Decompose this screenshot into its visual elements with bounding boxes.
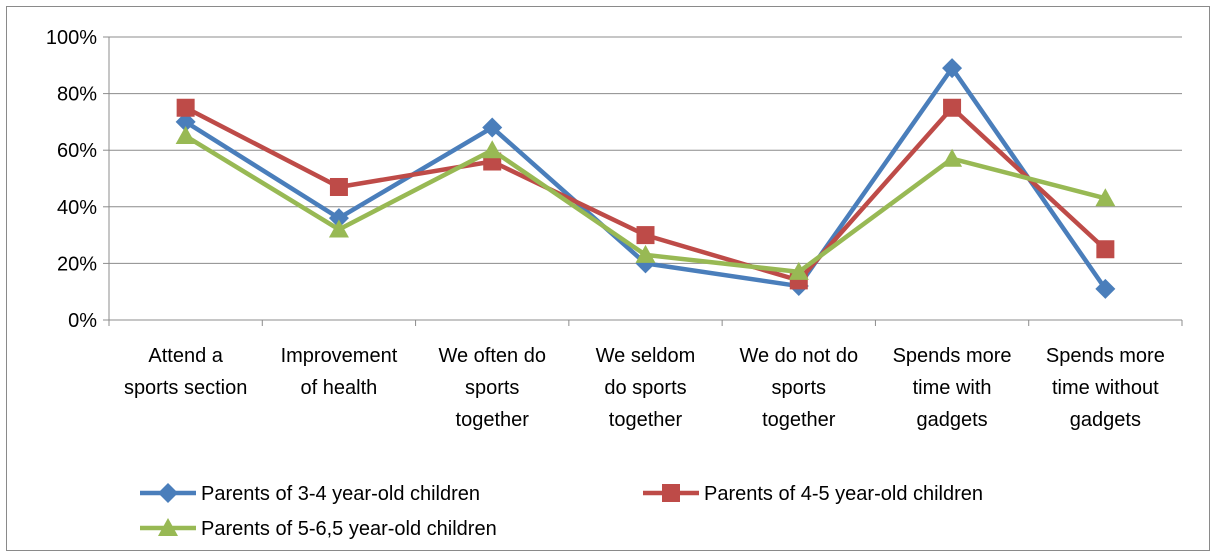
data-point-marker bbox=[175, 126, 196, 145]
data-point-marker bbox=[482, 117, 503, 138]
x-tick-label: Improvement of health bbox=[281, 345, 398, 399]
legend-label: Parents of 5-6,5 year-old children bbox=[201, 518, 497, 540]
data-point-marker bbox=[1096, 240, 1115, 259]
data-point-marker bbox=[176, 98, 195, 117]
data-point-marker bbox=[942, 148, 963, 167]
data-point-marker bbox=[1095, 188, 1116, 207]
chart-frame bbox=[6, 6, 1210, 551]
y-tick-label: 80% bbox=[57, 84, 97, 106]
x-tick-label: Attend a sports section bbox=[124, 345, 247, 399]
data-point-marker bbox=[329, 177, 348, 196]
legend-entry-1: Parents of 3-4 year-old children bbox=[140, 483, 480, 505]
series-2 bbox=[176, 98, 1115, 290]
legend-marker bbox=[662, 484, 680, 502]
legend-label: Parents of 3-4 year-old children bbox=[201, 483, 480, 505]
x-tick-label: We seldom do sports together bbox=[596, 345, 696, 431]
data-point-marker bbox=[1095, 278, 1116, 299]
legend-label: Parents of 4-5 year-old children bbox=[704, 483, 983, 505]
y-tick-label: 60% bbox=[57, 140, 97, 162]
legend-marker bbox=[158, 518, 178, 536]
data-point-marker bbox=[328, 219, 349, 238]
y-tick-label: 20% bbox=[57, 253, 97, 275]
legend-marker bbox=[158, 483, 178, 503]
gridlines bbox=[109, 36, 1182, 264]
legend: Parents of 3-4 year-old children Parents … bbox=[140, 483, 983, 540]
series-lines bbox=[175, 58, 1116, 299]
x-tick-label: Spends more time without gadgets bbox=[1046, 345, 1165, 431]
data-point-marker bbox=[175, 111, 196, 132]
legend-entry-3: Parents of 5-6,5 year-old children bbox=[140, 518, 497, 540]
y-tick-label: 0% bbox=[68, 310, 97, 332]
axes: 0% 20% 40% 60% 80% 100% Attend a sports section… bbox=[46, 27, 1183, 431]
y-tick-label: 100% bbox=[46, 27, 97, 49]
legend-entry-2: Parents of 4-5 year-old children bbox=[643, 483, 983, 505]
data-point-marker bbox=[943, 98, 962, 117]
x-tick-label: Spends more time with gadgets bbox=[893, 345, 1012, 431]
data-point-marker bbox=[635, 244, 656, 263]
data-point-marker bbox=[636, 226, 655, 245]
data-point-marker bbox=[328, 208, 349, 229]
data-point-marker bbox=[942, 58, 963, 79]
x-tick-label: We do not do sports together bbox=[739, 345, 858, 431]
x-tick-label: We often do sports together bbox=[438, 345, 545, 431]
data-point-marker bbox=[788, 261, 809, 280]
y-tick-label: 40% bbox=[57, 197, 97, 219]
series-3 bbox=[175, 126, 1116, 280]
data-point-marker bbox=[482, 140, 503, 159]
